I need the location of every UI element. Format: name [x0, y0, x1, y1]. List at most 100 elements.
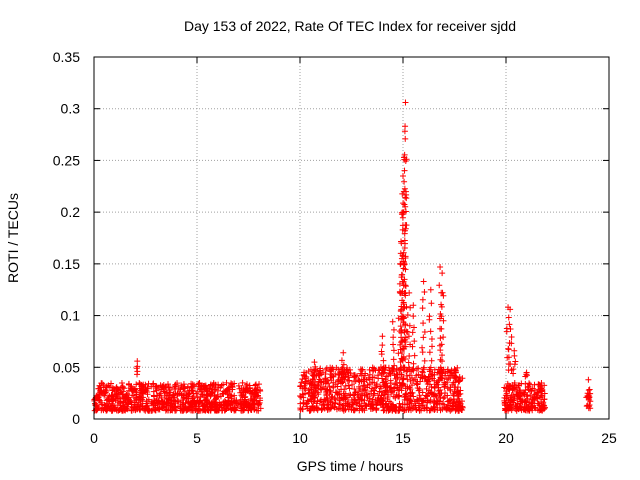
- data-point: [522, 380, 529, 387]
- data-point: [122, 406, 129, 413]
- y-tick-label: 0: [72, 411, 80, 427]
- data-point: [182, 400, 189, 407]
- data-point: [361, 387, 368, 394]
- data-point: [431, 398, 438, 405]
- data-point: [402, 135, 409, 142]
- data-point: [339, 404, 346, 411]
- data-point: [235, 401, 242, 408]
- data-point: [507, 306, 514, 313]
- data-point: [145, 380, 152, 387]
- data-point: [328, 366, 335, 373]
- data-point: [434, 401, 441, 408]
- data-point: [188, 403, 195, 410]
- data-point: [514, 388, 521, 395]
- y-tick-label: 0.35: [53, 49, 80, 65]
- data-point: [165, 384, 172, 391]
- data-point: [398, 238, 405, 245]
- data-point: [189, 388, 196, 395]
- data-point: [241, 398, 248, 405]
- data-point: [218, 382, 225, 389]
- data-point: [412, 376, 419, 383]
- data-point: [398, 349, 405, 356]
- data-point: [397, 403, 404, 410]
- data-point: [353, 400, 360, 407]
- data-point: [151, 406, 158, 413]
- data-point: [312, 363, 319, 370]
- data-point: [238, 385, 245, 392]
- data-point: [584, 392, 591, 399]
- data-point: [314, 382, 321, 389]
- data-point: [207, 390, 214, 397]
- data-point: [527, 392, 534, 399]
- data-point: [199, 382, 206, 389]
- data-point: [401, 167, 408, 174]
- data-point: [397, 308, 404, 315]
- data-point: [128, 407, 135, 414]
- data-point: [113, 385, 120, 392]
- data-point: [438, 352, 445, 359]
- data-point: [369, 367, 376, 374]
- data-point: [108, 407, 115, 414]
- data-point: [436, 404, 443, 411]
- data-point: [448, 372, 455, 379]
- data-point: [436, 282, 443, 289]
- data-point: [438, 341, 445, 348]
- data-point: [318, 386, 325, 393]
- data-point: [528, 388, 535, 395]
- data-point: [300, 394, 307, 401]
- data-point: [134, 358, 141, 365]
- data-point: [134, 368, 141, 375]
- y-tick-label: 0.15: [53, 256, 80, 272]
- data-point: [438, 366, 445, 373]
- data-point: [371, 374, 378, 381]
- data-point: [407, 397, 414, 404]
- data-point: [155, 384, 162, 391]
- data-point: [400, 172, 406, 179]
- data-point: [411, 338, 418, 345]
- data-point: [110, 402, 117, 409]
- data-point: [418, 397, 425, 404]
- data-point: [403, 368, 410, 375]
- data-points: [91, 99, 594, 414]
- data-point: [93, 402, 100, 409]
- data-point: [383, 380, 390, 387]
- data-point: [325, 380, 332, 387]
- data-point: [344, 402, 351, 409]
- data-point: [347, 370, 354, 377]
- data-point: [195, 381, 202, 388]
- data-point: [329, 402, 336, 409]
- data-point: [401, 397, 408, 404]
- data-point: [252, 386, 259, 393]
- data-point: [426, 349, 433, 356]
- data-point: [424, 405, 431, 412]
- data-point: [402, 336, 409, 343]
- data-point: [252, 382, 259, 389]
- data-point: [309, 404, 316, 411]
- data-point: [389, 368, 396, 375]
- data-point: [400, 278, 407, 285]
- data-point: [456, 378, 463, 385]
- data-point: [510, 366, 517, 373]
- data-point: [452, 375, 459, 382]
- data-point: [142, 405, 149, 412]
- data-point: [220, 402, 227, 409]
- data-point: [144, 389, 151, 396]
- data-point: [390, 347, 397, 354]
- data-point: [452, 407, 459, 414]
- data-point: [322, 397, 329, 404]
- data-point: [401, 261, 408, 268]
- data-point: [541, 382, 548, 389]
- data-point: [439, 289, 446, 296]
- data-point: [455, 392, 462, 399]
- data-point: [340, 349, 347, 356]
- data-point: [518, 396, 525, 403]
- data-point: [440, 395, 447, 402]
- data-point: [305, 368, 312, 375]
- data-point: [457, 387, 464, 394]
- data-point: [409, 329, 416, 336]
- data-point: [99, 380, 106, 387]
- data-point: [98, 407, 105, 414]
- data-point: [410, 367, 417, 374]
- data-point: [401, 151, 408, 158]
- data-point: [426, 381, 433, 388]
